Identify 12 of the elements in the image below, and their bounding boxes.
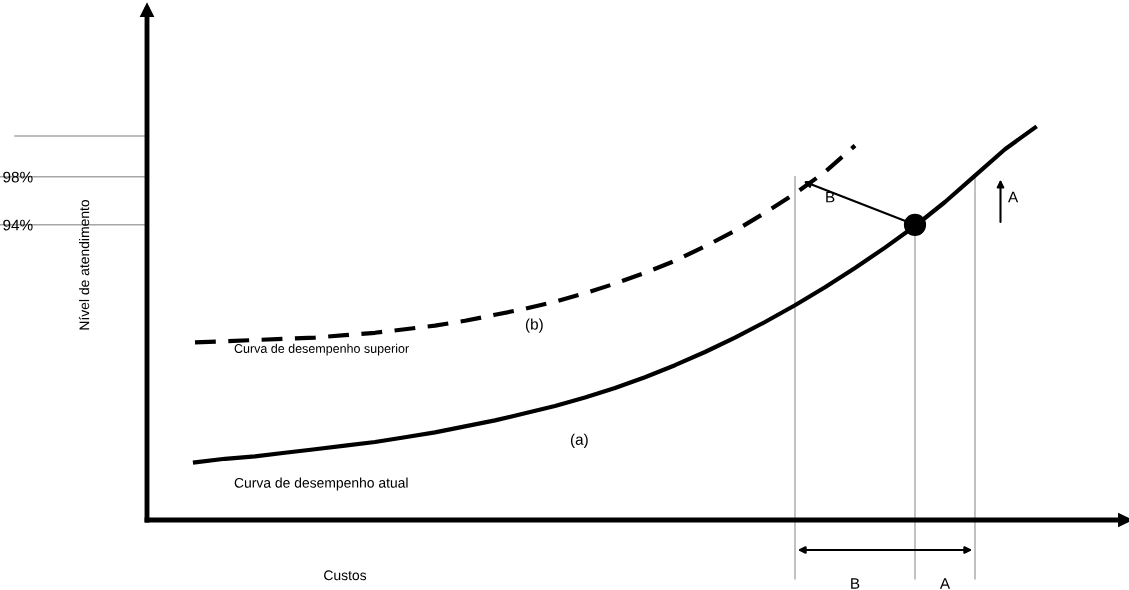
y-tick-label: 94% [3,219,33,231]
y-axis-title: Nível de atendimento [78,199,90,330]
text: A [939,578,951,589]
annotation: Curva de desempenho superior [234,343,409,356]
annotation: (a) [570,433,588,448]
annotation: Curva de desempenho atual [234,477,408,491]
y-tick-label: 98% [3,171,33,183]
line-series [192,125,1038,465]
annotation: (b) [525,318,543,333]
annotation: A [1008,191,1019,203]
text: B [851,578,860,589]
x-axis-title: Custos [324,570,367,581]
